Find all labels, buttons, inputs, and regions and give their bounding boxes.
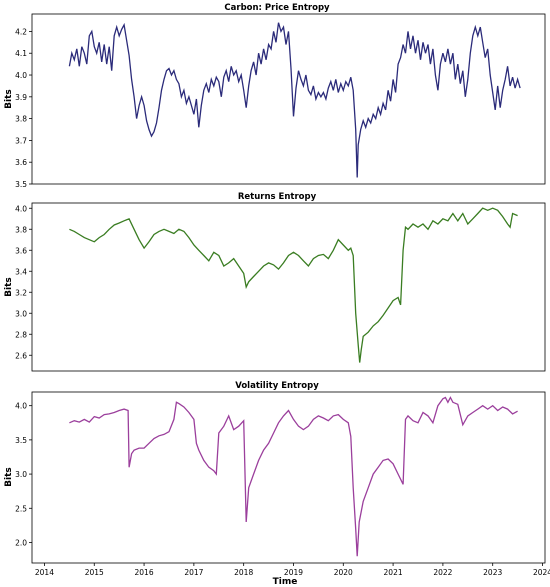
y-axis-label: Bits bbox=[4, 467, 14, 487]
panel-volatility-entropy: Volatility Entropy Bits 2.0 2.5 3.0 3.5 4.0 bbox=[4, 381, 546, 564]
y-tick-label: 3.0 bbox=[15, 470, 27, 479]
y-ticks: 2.0 2.5 3.0 3.5 4.0 bbox=[15, 402, 32, 547]
y-tick-label: 3.6 bbox=[15, 246, 27, 255]
panel-price-entropy: Carbon: Price Entropy Bits 3.53.63.73.83… bbox=[4, 3, 546, 189]
y-tick-label: 3.5 bbox=[15, 436, 27, 445]
x-tick-label: 2024 bbox=[533, 568, 550, 577]
x-tick-label: 2015 bbox=[85, 568, 104, 577]
x-tick-label: 2016 bbox=[135, 568, 154, 577]
x-tick-label: 2018 bbox=[234, 568, 253, 577]
y-tick-label: 3.9 bbox=[15, 93, 27, 102]
y-tick-label: 4.2 bbox=[15, 27, 27, 36]
plot-frame bbox=[31, 13, 546, 185]
y-tick-label: 3.5 bbox=[15, 180, 27, 189]
series-line bbox=[69, 396, 518, 557]
x-tick-label: 2014 bbox=[35, 568, 54, 577]
y-tick-label: 2.0 bbox=[15, 538, 27, 547]
y-tick-label: 2.5 bbox=[15, 504, 27, 513]
y-tick-label: 3.7 bbox=[15, 136, 27, 145]
panel-title: Returns Entropy bbox=[238, 192, 317, 202]
x-tick-label: 2020 bbox=[334, 568, 353, 577]
series-line bbox=[68, 22, 521, 178]
x-tick-label: 2019 bbox=[284, 568, 303, 577]
y-tick-label: 3.2 bbox=[15, 288, 27, 297]
y-ticks: 3.5 3.6 3.7 3.8 3.9 4.0 4.1 4.2 bbox=[15, 27, 32, 189]
plot-frame bbox=[31, 391, 546, 564]
y-tick-label: 3.8 bbox=[15, 225, 27, 234]
panel-returns-entropy: Returns Entropy Bits 2.6 2.8 3.0 3.2 3.4 3.6 3… bbox=[4, 192, 546, 372]
y-axis-label: Bits bbox=[4, 89, 14, 109]
y-tick-label: 4.0 bbox=[15, 204, 27, 213]
y-tick-label: 2.6 bbox=[15, 351, 27, 360]
x-tick-label: 2017 bbox=[184, 568, 203, 577]
x-ticks: 2014 2015 2016 2017 2018 2019 2020 2021 2022 2023… bbox=[35, 563, 550, 577]
y-tick-label: 3.8 bbox=[15, 115, 27, 124]
plot-frame bbox=[31, 202, 546, 372]
panel-title: Volatility Entropy bbox=[235, 381, 319, 391]
y-tick-label: 3.6 bbox=[15, 158, 27, 167]
x-tick-label: 2021 bbox=[384, 568, 403, 577]
y-ticks: 2.6 2.8 3.0 3.2 3.4 3.6 3.8 4.0 bbox=[15, 204, 32, 360]
y-tick-label: 3.4 bbox=[15, 267, 27, 276]
series-line bbox=[69, 207, 518, 363]
y-tick-label: 4.0 bbox=[15, 402, 27, 411]
y-tick-label: 4.0 bbox=[15, 71, 27, 80]
y-tick-label: 2.8 bbox=[15, 330, 27, 339]
x-tick-label: 2022 bbox=[433, 568, 452, 577]
y-axis-label: Bits bbox=[4, 277, 14, 297]
x-axis-label: Time bbox=[273, 577, 298, 587]
x-tick-label: 2023 bbox=[483, 568, 502, 577]
panel-title: Carbon: Price Entropy bbox=[224, 3, 330, 13]
y-tick-label: 4.1 bbox=[15, 49, 27, 58]
y-tick-label: 3.0 bbox=[15, 309, 27, 318]
